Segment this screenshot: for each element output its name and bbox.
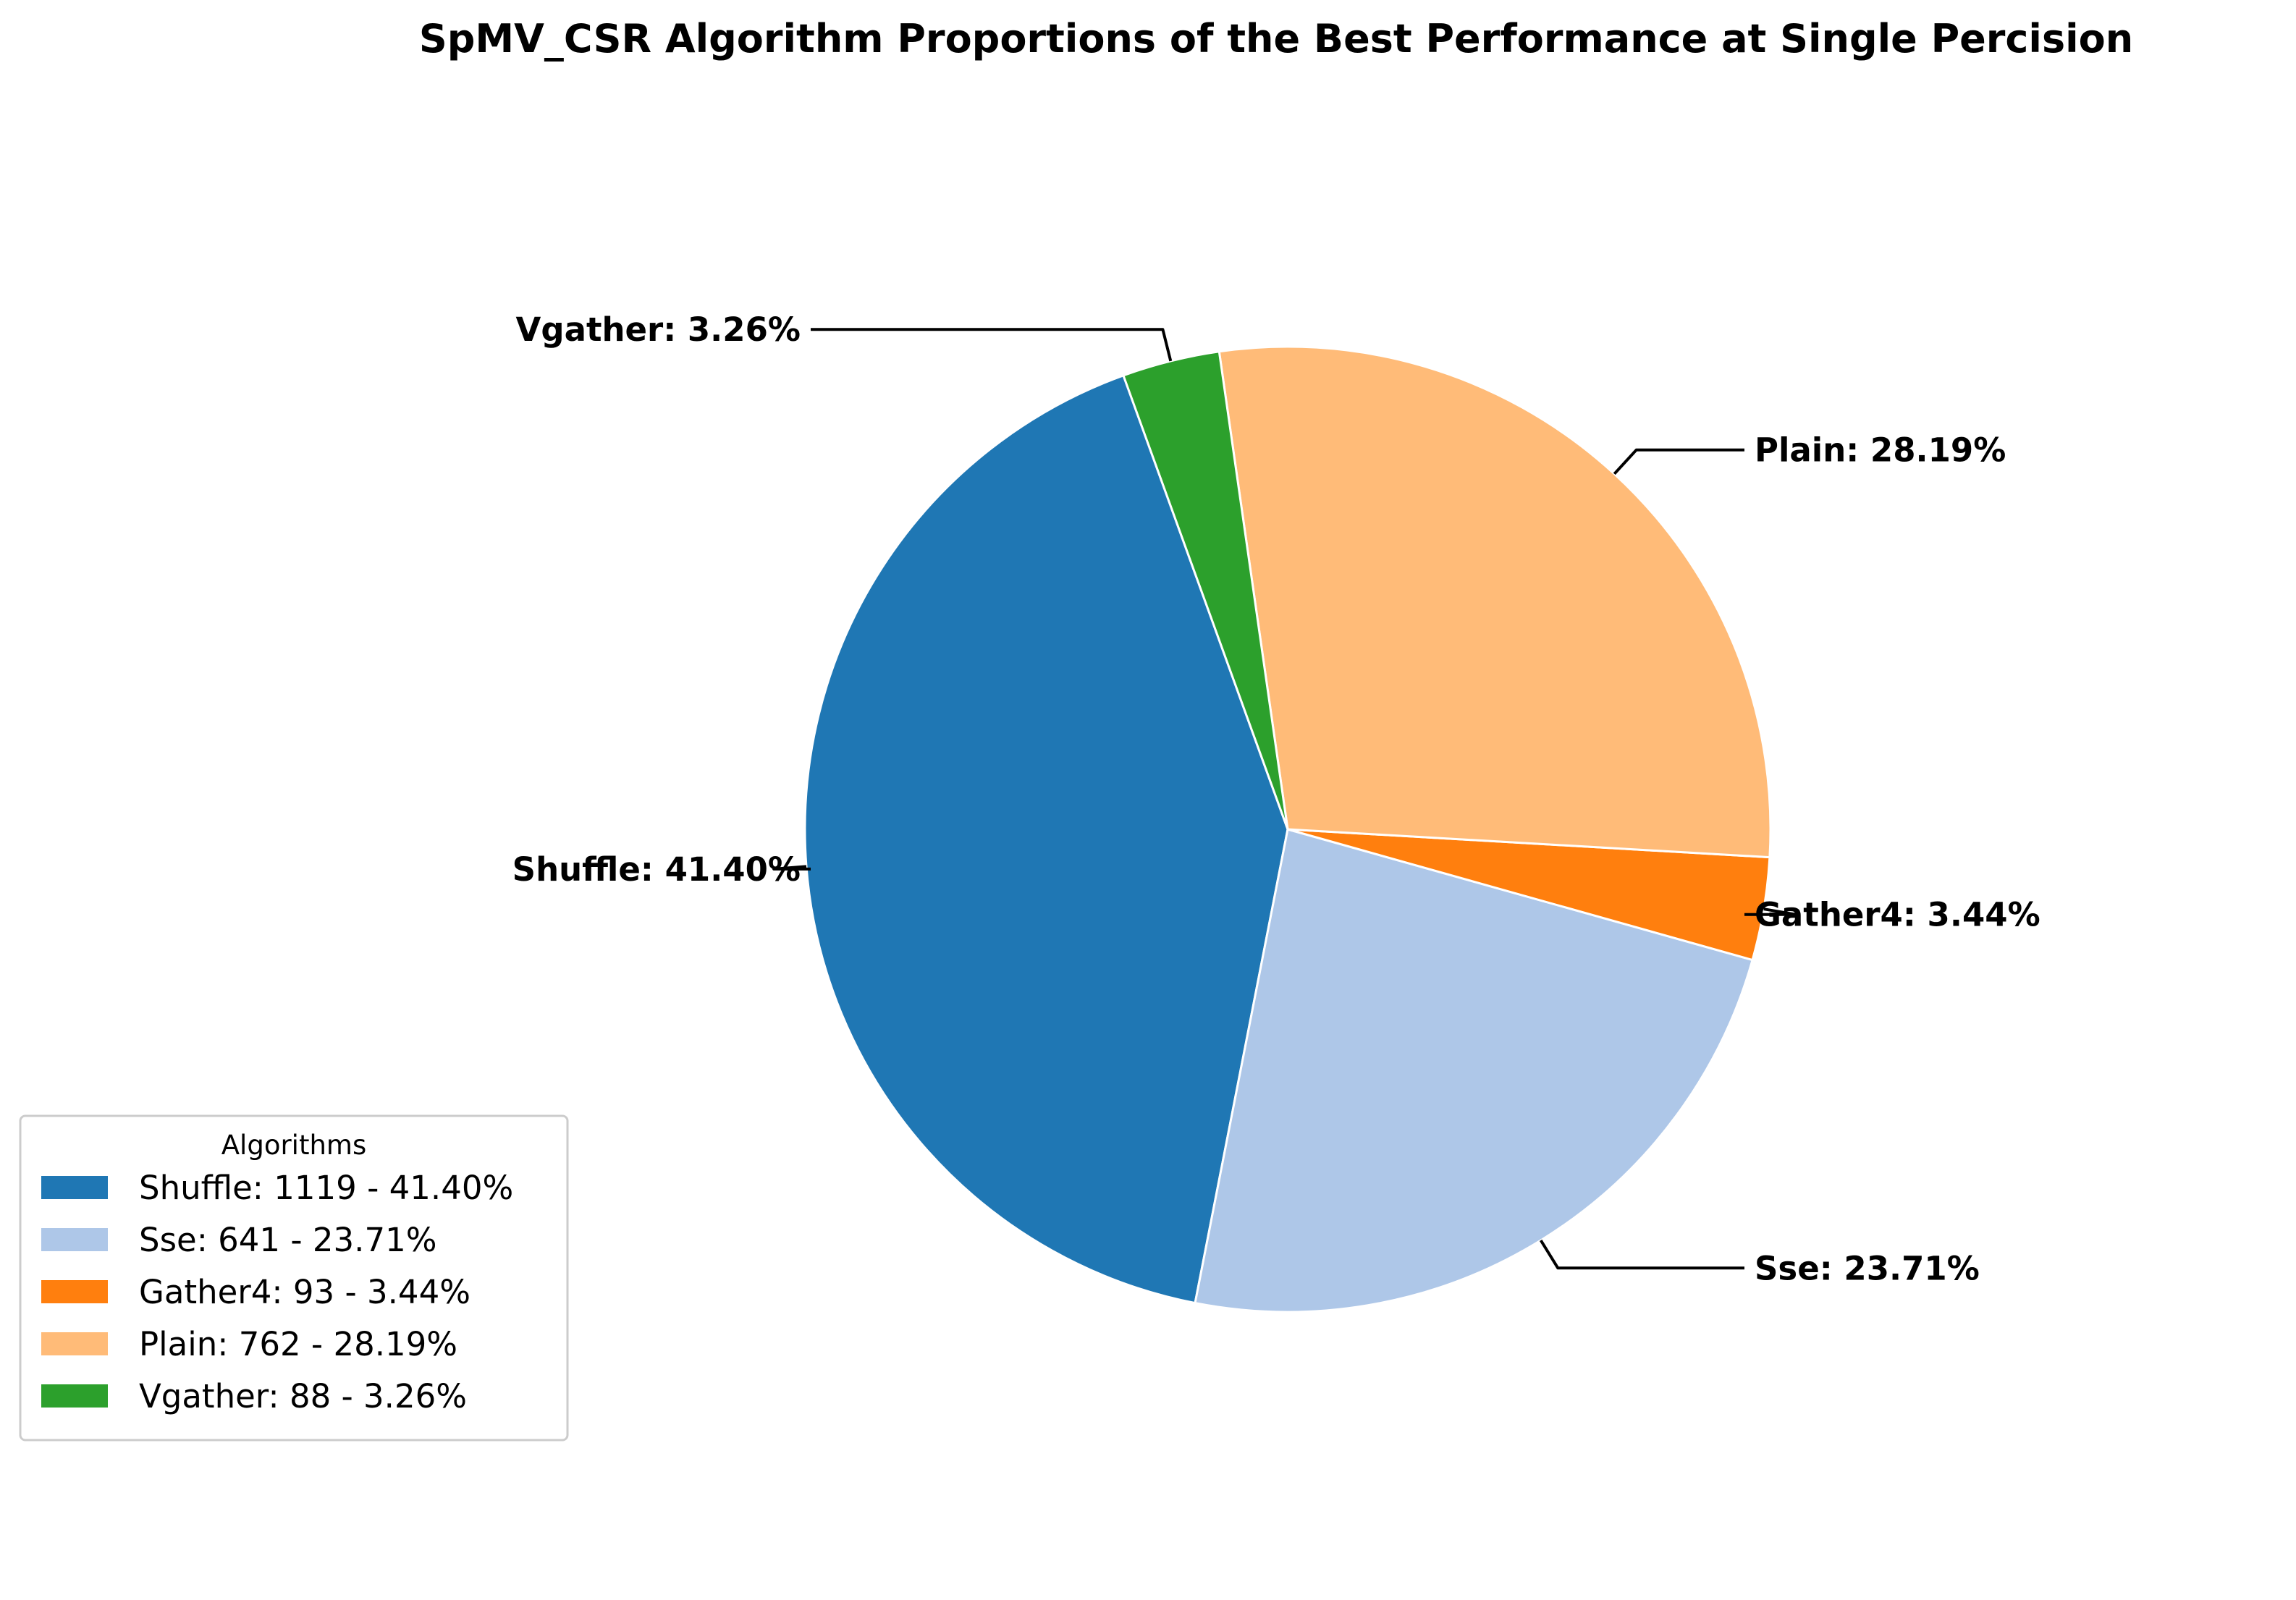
callout-line-sse <box>1539 1239 1744 1270</box>
pie-callouts: Shuffle: 41.40% Sse: 23.71% Gather4: 3.44%… <box>512 310 2040 1287</box>
legend-label-plain: Plain: 762 - 28.19% <box>139 1325 457 1363</box>
callout-line-shuffle <box>772 865 811 871</box>
callout-line-plain <box>1613 448 1744 475</box>
pie-slice-shuffle <box>803 373 1289 1305</box>
legend-items: Shuffle: 1119 - 41.40% Sse: 641 - 23.71% G… <box>41 1169 513 1415</box>
callout-label-plain: Plain: 28.19% <box>1755 431 2006 470</box>
legend-frame <box>19 1114 569 1442</box>
legend-swatch-sse <box>41 1228 108 1251</box>
callout-line-gather4 <box>1744 907 1798 916</box>
legend-swatch-plain <box>41 1332 108 1355</box>
callout-label-sse: Sse: 23.71% <box>1755 1249 1980 1287</box>
legend-label-vgather: Vgather: 88 - 3.26% <box>139 1377 467 1415</box>
chart-title: SpMV_CSR Algorithm Proportions of the Be… <box>419 16 2133 62</box>
pie-slices <box>803 345 1772 1313</box>
callout-label-gather4: Gather4: 3.44% <box>1755 896 2040 934</box>
pie-slice-sse <box>1194 828 1754 1313</box>
legend-label-shuffle: Shuffle: 1119 - 41.40% <box>139 1169 513 1207</box>
pie-slice-plain <box>1217 345 1772 859</box>
callout-label-vgather: Vgather: 3.26% <box>516 310 801 349</box>
legend-label-gather4: Gather4: 93 - 3.44% <box>139 1273 470 1311</box>
callout-label-shuffle: Shuffle: 41.40% <box>512 850 801 889</box>
legend-swatch-vgather <box>41 1384 108 1408</box>
legend-swatch-gather4 <box>41 1280 108 1303</box>
pie-slice-vgather <box>1122 350 1289 830</box>
legend-swatch-shuffle <box>41 1176 108 1199</box>
legend-label-sse: Sse: 641 - 23.71% <box>139 1221 436 1259</box>
legend-title: Algorithms <box>221 1130 366 1161</box>
legend: Algorithms Shuffle: 1119 - 41.40% Sse: 64… <box>19 1114 569 1442</box>
callout-line-vgather <box>811 328 1173 362</box>
